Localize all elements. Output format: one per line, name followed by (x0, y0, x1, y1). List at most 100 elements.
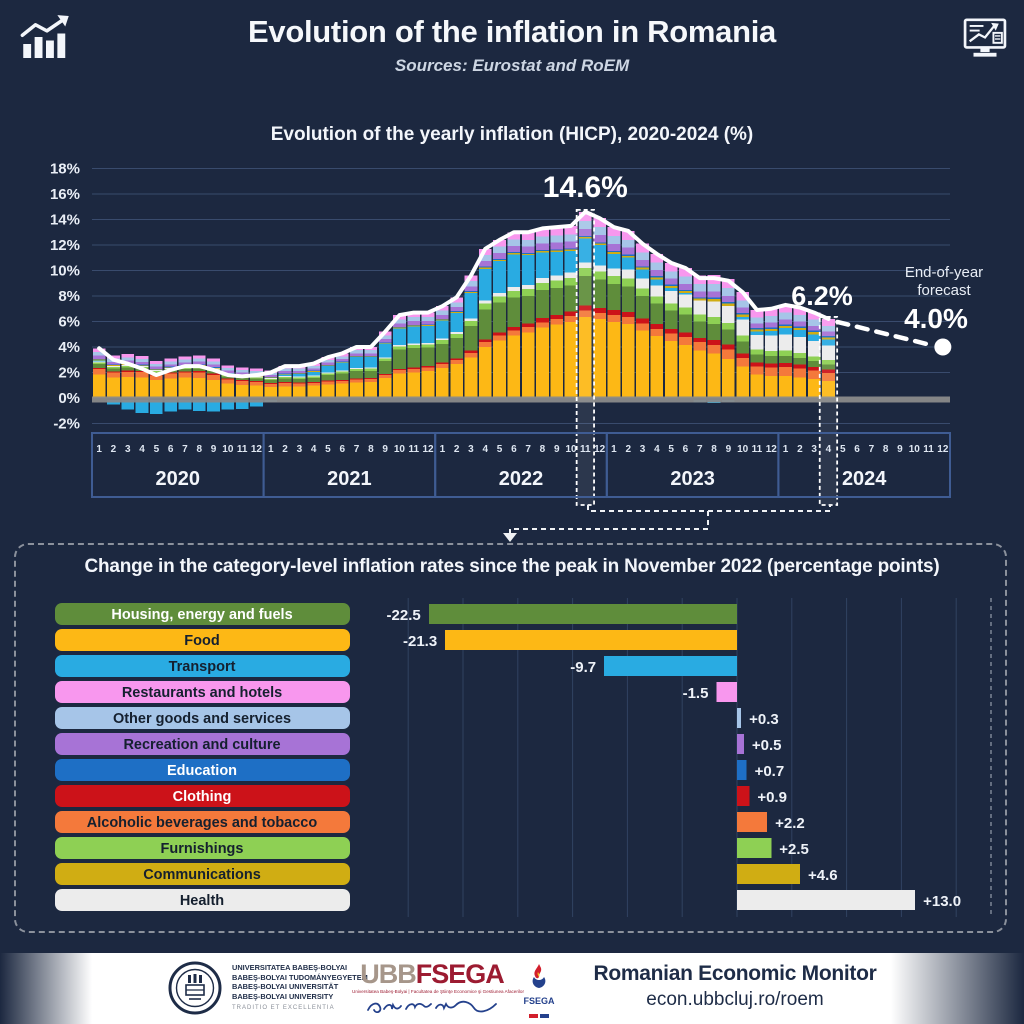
category-pill-label: Communications (143, 867, 261, 883)
stack-segment (335, 379, 349, 381)
stack-segment (621, 255, 635, 258)
stack-segment-negative (235, 400, 249, 409)
bar-value-label: -22.5 (387, 607, 421, 624)
stack-segment (264, 377, 278, 379)
stack-segment (536, 278, 549, 284)
stack-segment (321, 373, 335, 376)
stack-segment (450, 338, 463, 359)
stack-segment (593, 235, 606, 243)
stack-segment (621, 254, 635, 256)
stack-segment (178, 362, 192, 366)
stack-segment (807, 330, 821, 333)
university-motto: TRADITIO ET EXCELLENTIA (232, 1004, 335, 1011)
top-chart-title: Evolution of the yearly inflation (HICP)… (270, 124, 754, 145)
stack-segment (393, 349, 406, 369)
stack-segment (650, 277, 664, 280)
stack-segment (722, 301, 735, 304)
stack-segment (722, 278, 735, 288)
stack-segment (436, 343, 449, 363)
stack-segment (807, 356, 821, 361)
stack-segment (407, 321, 421, 325)
stack-segment (464, 325, 478, 351)
stack-segment (378, 343, 392, 358)
stack-segment (621, 316, 635, 324)
stack-segment (407, 347, 421, 368)
stack-segment (464, 291, 478, 293)
stack-segment (92, 367, 106, 370)
stack-segment (207, 373, 220, 375)
stack-segment (407, 343, 421, 345)
stack-segment (121, 354, 135, 358)
stack-segment (493, 332, 506, 336)
stack-segment (250, 377, 263, 379)
stack-segment (507, 330, 521, 336)
stack-segment (335, 362, 349, 371)
stack-segment (521, 289, 535, 296)
stack-segment (536, 252, 549, 279)
stack-segment (822, 336, 835, 338)
stack-segment (235, 377, 249, 381)
stack-segment (521, 253, 535, 256)
university-line: UNIVERSITATEA BABEŞ-BOLYAI (232, 963, 348, 972)
stack-segment (822, 364, 835, 370)
stack-segment (178, 369, 192, 372)
stack-segment (421, 366, 435, 368)
stack-segment (436, 320, 449, 339)
stack-segment (92, 358, 106, 360)
stack-segment (579, 220, 592, 229)
stack-segment (650, 262, 664, 270)
stack-segment (478, 261, 492, 267)
stack-segment (335, 370, 349, 372)
forecast-caption: forecast (917, 282, 971, 299)
stack-segment (364, 357, 378, 368)
stack-segment (507, 335, 521, 398)
month-tick: 10 (737, 444, 749, 455)
stack-segment (579, 211, 592, 221)
stack-segment (436, 367, 449, 398)
stack-segment (135, 365, 149, 367)
stack-segment (736, 307, 749, 314)
stack-segment (493, 259, 506, 262)
stack-segment (593, 271, 606, 280)
stack-segment (822, 369, 835, 373)
stack-segment (650, 328, 664, 337)
stack-segment (107, 355, 120, 359)
stack-segment (250, 368, 263, 372)
stack-segment (650, 269, 664, 277)
stack-segment (564, 248, 578, 250)
stack-segment (693, 300, 707, 315)
stack-segment (107, 371, 120, 373)
focus-month-outline (575, 208, 595, 506)
stack-segment (478, 346, 492, 398)
stack-segment (593, 242, 606, 244)
stack-segment (764, 327, 778, 329)
stack-segment (707, 299, 721, 302)
stack-segment (693, 297, 707, 299)
stack-segment (192, 377, 206, 398)
stack-segment (278, 378, 292, 383)
stack-segment (135, 359, 149, 363)
stack-segment (421, 325, 435, 327)
stack-segment (164, 378, 177, 398)
stack-segment (593, 227, 606, 236)
stack-segment (679, 345, 692, 398)
bar (737, 708, 742, 728)
total-inflation-line (97, 209, 831, 379)
bar-value-label: +0.3 (749, 711, 779, 728)
stack-segment (679, 283, 692, 290)
stack-segment (135, 364, 149, 366)
bar (737, 890, 916, 910)
month-tick: 1 (440, 444, 446, 455)
stack-segment (393, 327, 406, 328)
stack-segment (393, 323, 406, 328)
stack-segment (564, 272, 578, 278)
stack-segment (707, 301, 721, 317)
stack-segment (679, 332, 692, 338)
stack-segment (650, 253, 664, 263)
forecast-caption: End-of-year (905, 264, 983, 281)
stack-segment (493, 246, 506, 254)
y-axis-tick: -2% (53, 416, 80, 433)
month-tick: 5 (668, 444, 674, 455)
stack-segment (607, 251, 621, 253)
stack-segment (664, 291, 678, 304)
